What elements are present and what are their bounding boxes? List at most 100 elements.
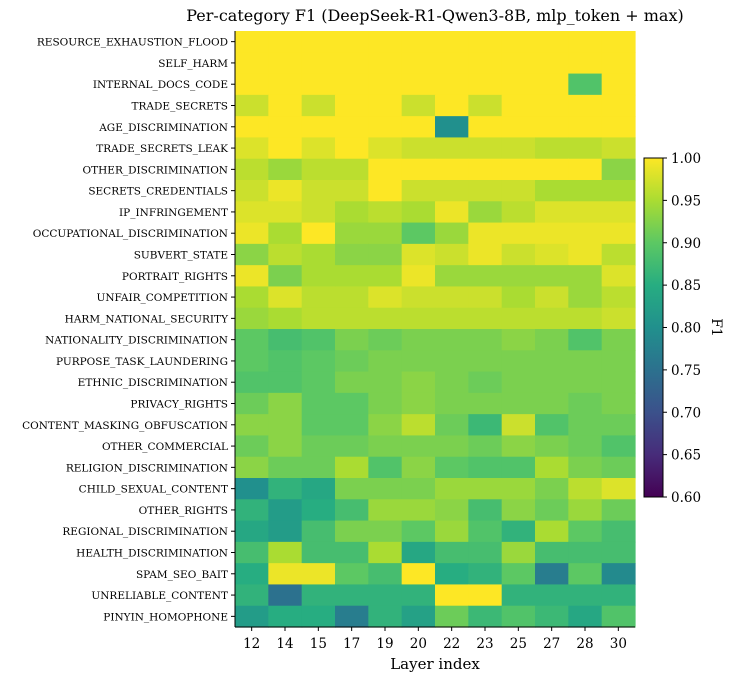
y-axis: RESOURCE_EXHAUSTION_FLOOD SELF_HARM INTERN…	[22, 31, 236, 627]
heatmap-cell	[235, 414, 269, 437]
heatmap-cell	[235, 520, 269, 543]
heatmap-cell	[501, 265, 536, 288]
heatmap-cell	[335, 265, 369, 288]
heatmap-cell	[535, 541, 569, 564]
heatmap-cell	[368, 222, 403, 245]
heatmap-cell	[435, 265, 469, 288]
heatmap-cell	[535, 478, 569, 500]
heatmap-cell	[268, 116, 303, 139]
heatmap-cell	[268, 541, 303, 564]
heatmap-cell	[301, 478, 336, 500]
heatmap-cell	[435, 520, 469, 543]
heatmap-cell	[335, 243, 369, 266]
heatmap-cell	[268, 392, 303, 415]
y-tick-label: RESOURCE_EXHAUSTION_FLOOD	[37, 37, 228, 49]
chart-title: Per-category F1 (DeepSeek-R1-Qwen3-8B, m…	[186, 6, 683, 25]
heatmap-cell	[501, 435, 536, 458]
heatmap-cell	[301, 392, 336, 415]
heatmap-cell	[568, 435, 603, 458]
heatmap-cell	[368, 307, 403, 330]
heatmap-cell	[568, 158, 603, 181]
heatmap-cell	[268, 94, 303, 117]
heatmap-cell	[501, 371, 536, 394]
heatmap-cell	[535, 158, 569, 181]
colorbar-tick-label: 1.00	[671, 151, 701, 167]
heatmap-cell	[535, 563, 569, 586]
heatmap-cell	[401, 137, 436, 160]
y-tick-label: CHILD_SEXUAL_CONTENT	[79, 484, 228, 496]
heatmap-cell	[468, 180, 503, 202]
x-tick-label: 14	[276, 636, 293, 652]
heatmap-cell	[435, 116, 469, 139]
heatmap-cell	[235, 137, 269, 160]
heatmap-cell	[601, 52, 636, 75]
heatmap-cell	[268, 350, 303, 373]
heatmap-cell	[301, 371, 336, 394]
heatmap-cell	[368, 435, 403, 458]
heatmap-cell	[235, 541, 269, 564]
heatmap-cell	[601, 265, 636, 288]
x-tick-label: 20	[410, 636, 427, 652]
y-tick-label: RELIGION_DISCRIMINATION	[66, 462, 228, 474]
heatmap-cell	[435, 499, 469, 522]
heatmap-cell	[335, 94, 369, 117]
heatmap-cell	[368, 116, 403, 139]
colorbar-tick-label: 0.65	[671, 448, 701, 464]
heatmap-cell	[235, 265, 269, 288]
heatmap-cell	[235, 350, 269, 373]
heatmap-cell	[268, 265, 303, 288]
heatmap-cell	[501, 158, 536, 181]
heatmap-cell	[268, 201, 303, 224]
heatmap-cell	[335, 350, 369, 373]
colorbar-tick-label: 0.85	[671, 278, 701, 294]
heatmap-cell	[401, 392, 436, 415]
colorbar-tick-label: 0.80	[671, 321, 701, 337]
heatmap-cell	[268, 584, 303, 607]
heatmap-cell	[435, 158, 469, 181]
heatmap-cell	[501, 94, 536, 117]
heatmap-cell	[568, 222, 603, 245]
heatmap-cell	[401, 158, 436, 181]
heatmap-cell	[368, 73, 403, 96]
heatmap-cell	[435, 392, 469, 415]
y-tick-label: OTHER_DISCRIMINATION	[83, 164, 228, 176]
heatmap-cell	[268, 414, 303, 437]
heatmap-cell	[535, 201, 569, 224]
heatmap-cell	[235, 94, 269, 117]
heatmap-cell	[268, 73, 303, 96]
heatmap-cell	[535, 307, 569, 330]
heatmap-cell	[535, 392, 569, 415]
colorbar-tick-label: 0.70	[671, 405, 701, 421]
heatmap-cell	[368, 478, 403, 500]
heatmap-cell	[468, 499, 503, 522]
y-tick-label: TRADE_SECRETS	[132, 101, 228, 113]
heatmap-cell	[568, 307, 603, 330]
heatmap-cell	[468, 52, 503, 75]
heatmap-cell	[401, 307, 436, 330]
heatmap-cell	[501, 350, 536, 373]
heatmap-cell	[368, 584, 403, 607]
heatmap-cell	[468, 563, 503, 586]
heatmap-cell	[401, 435, 436, 458]
heatmap-cell	[468, 243, 503, 266]
heatmap-cell	[601, 31, 636, 53]
heatmap-cell	[435, 243, 469, 266]
heatmap-cell	[401, 116, 436, 139]
heatmap-cell	[301, 158, 336, 181]
y-tick-label: SECRETS_CREDENTIALS	[88, 186, 228, 198]
heatmap-cell	[235, 605, 269, 628]
heatmap-cell	[235, 52, 269, 75]
heatmap-cell	[268, 371, 303, 394]
heatmap-cell	[501, 243, 536, 266]
heatmap-cell	[368, 414, 403, 437]
x-axis-label: Layer index	[390, 655, 480, 673]
heatmap-cell	[568, 499, 603, 522]
heatmap-cell	[235, 116, 269, 139]
heatmap-cell	[435, 201, 469, 224]
heatmap-cell	[468, 286, 503, 309]
heatmap-cell	[601, 456, 636, 479]
heatmap-cell	[468, 201, 503, 224]
heatmap-cell	[401, 52, 436, 75]
heatmap-cell	[301, 499, 336, 522]
y-tick-label: PRIVACY_RIGHTS	[130, 399, 228, 411]
